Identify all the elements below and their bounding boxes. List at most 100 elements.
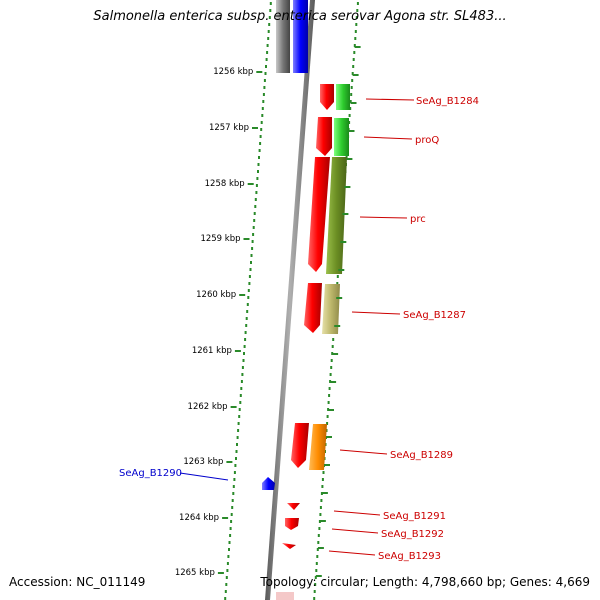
guide-dot — [351, 79, 354, 82]
gene-label-SeAg_B1293[interactable]: SeAg_B1293 — [378, 551, 441, 562]
top-partial-features — [276, 0, 308, 73]
guide-dot — [332, 338, 335, 341]
gene-label-SeAg_B1290[interactable]: SeAg_B1290 — [119, 468, 182, 479]
kbp-minor-tick — [344, 186, 351, 188]
kbp-minor-tick — [338, 269, 345, 271]
guide-dot — [336, 275, 339, 278]
guide-dot — [224, 597, 227, 600]
gene-label-prc[interactable]: prc — [410, 214, 426, 225]
guide-dot — [226, 562, 229, 565]
gene-label-SeAg_B1284[interactable]: SeAg_B1284 — [416, 96, 479, 107]
gene-SeAg_B1293[interactable] — [282, 543, 296, 549]
gene-arrow-SeAg_B1284-strand[interactable] — [320, 84, 334, 110]
guide-dot — [235, 450, 238, 453]
guide-dot — [239, 394, 242, 397]
genome-summary: Topology: circular; Length: 4,798,660 bp… — [260, 575, 590, 589]
kbp-tick — [234, 350, 241, 352]
guide-dot — [228, 548, 230, 551]
guide-dot — [231, 499, 234, 502]
gene-label-leaders — [179, 98, 415, 556]
guide-dot — [261, 114, 264, 117]
kbp-tick-label: 1257 kbp — [209, 123, 249, 133]
guide-dot — [252, 233, 255, 236]
guide-dot — [356, 2, 359, 5]
guide-dot — [348, 121, 351, 124]
guide-dot — [314, 583, 317, 586]
gene-features — [262, 84, 350, 549]
guide-dot — [233, 478, 236, 481]
kbp-minor-tick — [340, 241, 347, 243]
guide-dot — [318, 527, 321, 530]
guide-dot — [257, 170, 259, 173]
guide-dot — [315, 562, 318, 565]
guide-dot — [237, 429, 240, 432]
guide-dot — [259, 135, 262, 138]
kbp-tick — [222, 517, 229, 519]
kbp-minor-tick — [319, 520, 326, 522]
gene-SeAg_B1284-track[interactable] — [336, 84, 350, 110]
guide-dot — [243, 345, 246, 348]
guide-dot — [328, 387, 331, 390]
gene-arrow-prc-strand[interactable] — [308, 157, 330, 272]
guide-dot — [261, 107, 264, 110]
kbp-minor-tick — [328, 409, 334, 411]
gene-leader-line — [179, 472, 229, 481]
guide-dot — [352, 65, 355, 68]
gene-prc-track[interactable] — [326, 157, 347, 274]
guide-dot — [265, 65, 267, 68]
gene-arrow-proQ-strand[interactable] — [316, 117, 332, 156]
gene-label-proQ[interactable]: proQ — [415, 135, 439, 146]
gene-SeAg_B1291[interactable] — [287, 503, 300, 510]
gene-SeAg_B1290[interactable] — [262, 477, 275, 490]
guide-dot — [236, 436, 239, 439]
gene-SeAg_B1289-track[interactable] — [309, 424, 327, 470]
guide-dot — [240, 387, 243, 390]
gene-SeAg_B1287-track[interactable] — [322, 284, 340, 334]
guide-dot — [255, 184, 258, 187]
guide-dot — [354, 30, 357, 33]
guide-dot — [232, 485, 235, 488]
guide-dot — [241, 366, 244, 369]
guide-dot — [245, 317, 248, 320]
guide-dot — [251, 247, 254, 250]
guide-dot — [321, 478, 324, 481]
guide-dot — [242, 359, 245, 362]
kbp-tick — [239, 294, 246, 296]
guide-dot — [265, 58, 268, 61]
guide-dot — [268, 16, 271, 19]
guide-dot — [268, 23, 271, 26]
gene-leader-line — [365, 98, 415, 101]
guide-dot — [258, 156, 260, 159]
kbp-minor-tick — [330, 381, 337, 383]
guide-dot — [224, 590, 227, 593]
guide-dot — [313, 597, 316, 600]
gene-proQ-track[interactable] — [334, 118, 349, 156]
guide-dot — [326, 415, 329, 418]
guide-dot — [230, 513, 233, 516]
kbp-minor-tick — [321, 492, 328, 494]
bottom-partial-feature — [276, 592, 294, 600]
gene-arrow-SeAg_B1289-strand[interactable] — [291, 423, 309, 468]
gene-leader-line — [351, 311, 401, 315]
guide-dot — [317, 541, 320, 544]
gene-SeAg_B1292[interactable] — [285, 518, 299, 530]
kbp-tick — [243, 238, 250, 240]
guide-dot — [244, 331, 247, 334]
gene-label-SeAg_B1289[interactable]: SeAg_B1289 — [390, 450, 453, 461]
accession-label: Accession: NC_011149 — [9, 575, 146, 589]
guide-dot — [248, 282, 251, 285]
gene-label-SeAg_B1287[interactable]: SeAg_B1287 — [403, 310, 466, 321]
guide-dot — [319, 506, 322, 509]
guide-dot — [317, 534, 320, 537]
guide-dot — [237, 422, 240, 425]
gene-label-SeAg_B1292[interactable]: SeAg_B1292 — [381, 529, 444, 540]
gene-label-SeAg_B1291[interactable]: SeAg_B1291 — [383, 511, 446, 522]
gene-arrow-SeAg_B1287-strand[interactable] — [304, 283, 322, 333]
guide-dot — [352, 58, 355, 61]
guide-dot — [354, 37, 357, 40]
guide-dot — [260, 121, 263, 124]
guide-dot — [250, 254, 253, 257]
guide-dot — [353, 44, 356, 47]
